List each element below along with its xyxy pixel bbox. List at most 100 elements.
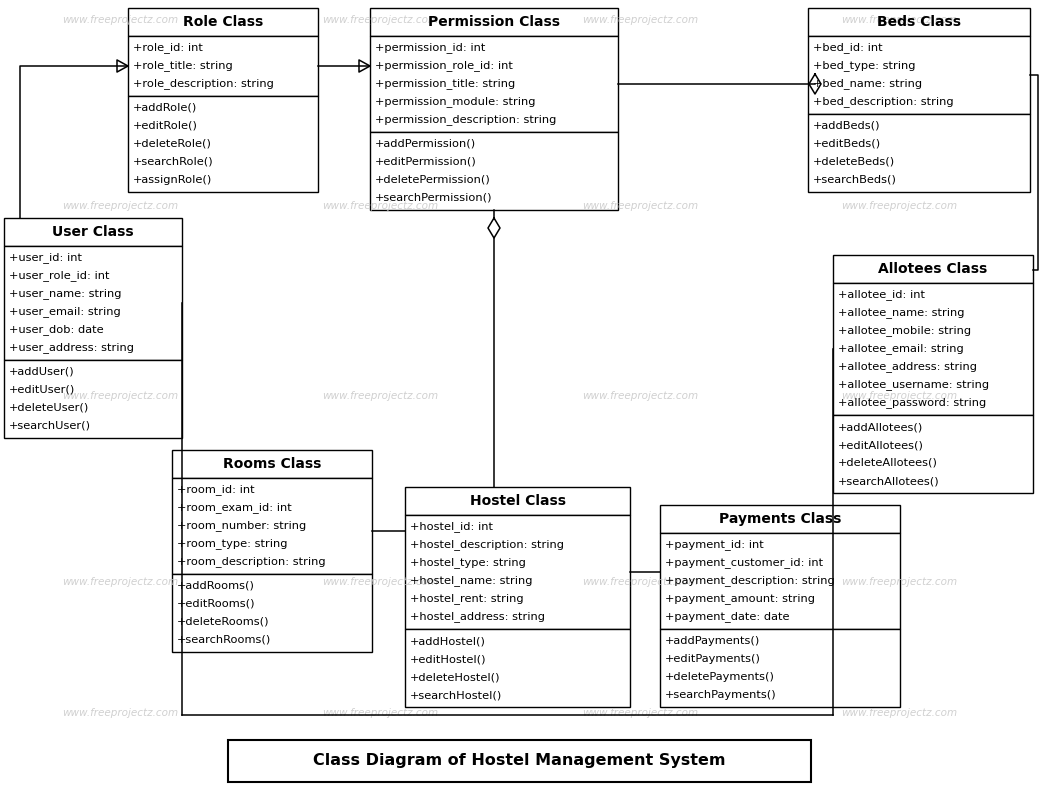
Text: +allotee_address: string: +allotee_address: string — [838, 361, 977, 372]
Text: +room_type: string: +room_type: string — [177, 539, 288, 550]
Bar — [808, 114, 1030, 192]
Text: +addAllotees(): +addAllotees() — [838, 422, 924, 432]
Text: www.freeprojectz.com: www.freeprojectz.com — [582, 391, 698, 401]
Text: +deleteRooms(): +deleteRooms() — [177, 617, 269, 627]
Text: +allotee_name: string: +allotee_name: string — [838, 307, 964, 318]
Text: Rooms Class: Rooms Class — [222, 457, 321, 471]
Bar — [833, 255, 1033, 283]
Text: +user_name: string: +user_name: string — [9, 288, 122, 299]
Text: Hostel Class: Hostel Class — [470, 494, 565, 508]
Text: +hostel_type: string: +hostel_type: string — [410, 558, 526, 569]
Text: +searchRooms(): +searchRooms() — [177, 635, 271, 645]
Text: +payment_amount: string: +payment_amount: string — [665, 593, 815, 604]
Bar — [172, 450, 372, 478]
Text: User Class: User Class — [52, 225, 134, 239]
Text: www.freeprojectz.com: www.freeprojectz.com — [842, 391, 958, 401]
Text: www.freeprojectz.com: www.freeprojectz.com — [62, 708, 179, 718]
Text: +bed_type: string: +bed_type: string — [812, 60, 915, 71]
Text: +room_number: string: +room_number: string — [177, 520, 307, 531]
Bar — [4, 246, 182, 360]
Text: +hostel_rent: string: +hostel_rent: string — [410, 593, 524, 604]
Text: www.freeprojectz.com: www.freeprojectz.com — [322, 15, 438, 25]
Text: www.freeprojectz.com: www.freeprojectz.com — [582, 15, 698, 25]
Text: +searchHostel(): +searchHostel() — [410, 690, 502, 700]
Text: +room_description: string: +room_description: string — [177, 557, 325, 567]
Text: +deletePayments(): +deletePayments() — [665, 672, 775, 682]
Text: +searchBeds(): +searchBeds() — [812, 175, 897, 185]
Text: +payment_customer_id: int: +payment_customer_id: int — [665, 558, 823, 569]
Text: www.freeprojectz.com: www.freeprojectz.com — [62, 577, 179, 587]
Text: www.freeprojectz.com: www.freeprojectz.com — [842, 201, 958, 211]
Text: +permission_description: string: +permission_description: string — [375, 115, 556, 125]
Bar — [405, 629, 630, 707]
Text: +bed_name: string: +bed_name: string — [812, 78, 923, 89]
Bar — [405, 515, 630, 629]
Text: +deleteUser(): +deleteUser() — [9, 403, 89, 413]
Text: +payment_id: int: +payment_id: int — [665, 539, 764, 550]
Text: +addPayments(): +addPayments() — [665, 636, 761, 646]
Text: +searchPayments(): +searchPayments() — [665, 690, 776, 700]
Text: www.freeprojectz.com: www.freeprojectz.com — [62, 15, 179, 25]
Text: www.freeprojectz.com: www.freeprojectz.com — [842, 708, 958, 718]
Text: +editPayments(): +editPayments() — [665, 654, 761, 664]
Text: +deleteRole(): +deleteRole() — [133, 139, 212, 149]
Text: +allotee_email: string: +allotee_email: string — [838, 344, 964, 355]
Text: +permission_module: string: +permission_module: string — [375, 97, 535, 108]
Text: www.freeprojectz.com: www.freeprojectz.com — [582, 577, 698, 587]
Bar — [128, 8, 318, 36]
Text: Allotees Class: Allotees Class — [878, 262, 988, 276]
Text: +hostel_description: string: +hostel_description: string — [410, 539, 564, 550]
Bar — [172, 478, 372, 574]
Bar — [660, 505, 900, 533]
Bar — [128, 36, 318, 96]
Text: www.freeprojectz.com: www.freeprojectz.com — [322, 708, 438, 718]
Bar — [833, 415, 1033, 493]
Text: +editBeds(): +editBeds() — [812, 139, 881, 149]
Text: +user_dob: date: +user_dob: date — [9, 325, 104, 336]
Text: +user_address: string: +user_address: string — [9, 343, 134, 353]
Text: +editRole(): +editRole() — [133, 121, 197, 131]
Text: +editAllotees(): +editAllotees() — [838, 440, 924, 450]
Text: +deletePermission(): +deletePermission() — [375, 175, 490, 185]
Text: +role_description: string: +role_description: string — [133, 78, 274, 89]
Text: +allotee_id: int: +allotee_id: int — [838, 290, 925, 300]
Text: +deleteBeds(): +deleteBeds() — [812, 157, 896, 167]
Text: +room_id: int: +room_id: int — [177, 485, 255, 496]
Bar — [808, 8, 1030, 36]
Text: +allotee_username: string: +allotee_username: string — [838, 379, 989, 390]
Text: +hostel_name: string: +hostel_name: string — [410, 576, 533, 586]
Text: +hostel_id: int: +hostel_id: int — [410, 522, 492, 532]
Text: +user_id: int: +user_id: int — [9, 253, 82, 264]
Text: +searchPermission(): +searchPermission() — [375, 193, 492, 203]
Bar — [833, 283, 1033, 415]
Bar — [228, 740, 811, 782]
Bar — [128, 96, 318, 192]
Text: +permission_role_id: int: +permission_role_id: int — [375, 60, 513, 71]
Bar — [4, 218, 182, 246]
Text: Beds Class: Beds Class — [877, 15, 961, 29]
Bar — [405, 487, 630, 515]
Text: +room_exam_id: int: +room_exam_id: int — [177, 503, 292, 513]
Text: +searchUser(): +searchUser() — [9, 421, 91, 431]
Text: +addRole(): +addRole() — [133, 103, 197, 113]
Text: +bed_id: int: +bed_id: int — [812, 43, 882, 53]
Text: +allotee_mobile: string: +allotee_mobile: string — [838, 326, 971, 337]
Text: +payment_date: date: +payment_date: date — [665, 611, 790, 623]
Bar — [660, 533, 900, 629]
Text: +permission_id: int: +permission_id: int — [375, 43, 485, 53]
Bar — [370, 36, 618, 132]
Text: +assignRole(): +assignRole() — [133, 175, 212, 185]
Text: www.freeprojectz.com: www.freeprojectz.com — [322, 577, 438, 587]
Text: www.freeprojectz.com: www.freeprojectz.com — [322, 201, 438, 211]
Text: www.freeprojectz.com: www.freeprojectz.com — [582, 708, 698, 718]
Text: Payments Class: Payments Class — [719, 512, 842, 526]
Text: www.freeprojectz.com: www.freeprojectz.com — [842, 15, 958, 25]
Text: +editRooms(): +editRooms() — [177, 599, 256, 609]
Bar — [808, 36, 1030, 114]
Text: +payment_description: string: +payment_description: string — [665, 576, 834, 586]
Text: +role_title: string: +role_title: string — [133, 60, 233, 71]
Text: www.freeprojectz.com: www.freeprojectz.com — [322, 391, 438, 401]
Text: +user_email: string: +user_email: string — [9, 307, 121, 318]
Text: +addBeds(): +addBeds() — [812, 121, 880, 131]
Text: +role_id: int: +role_id: int — [133, 43, 203, 53]
